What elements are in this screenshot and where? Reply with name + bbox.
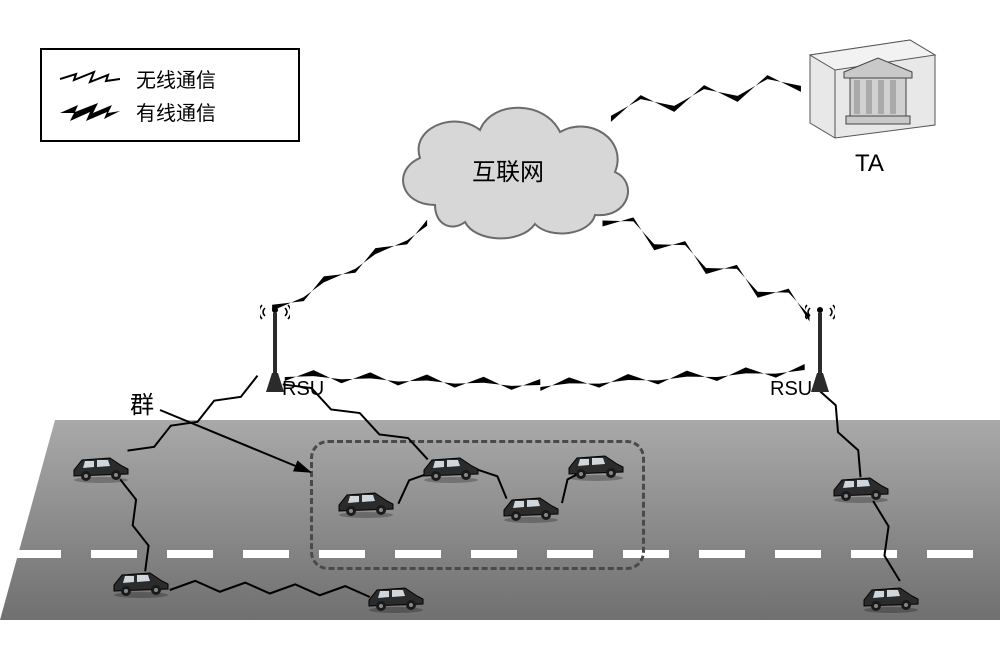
car <box>830 470 892 504</box>
car <box>335 485 397 519</box>
car <box>70 450 132 484</box>
car <box>365 580 427 614</box>
car <box>110 565 172 599</box>
car <box>420 450 482 484</box>
car <box>565 448 627 482</box>
car <box>860 580 922 614</box>
rsu-antenna <box>805 300 829 390</box>
wired-link <box>272 220 427 311</box>
wireless-link <box>120 479 148 571</box>
wired-link <box>285 364 805 391</box>
wireless-link <box>816 387 861 477</box>
wired-link <box>602 217 809 321</box>
wired-link <box>611 75 801 122</box>
rsu-label: RSU <box>770 378 812 401</box>
car <box>500 490 562 524</box>
rsu-label: RSU <box>282 378 324 401</box>
wireless-link <box>873 501 900 581</box>
wireless-link <box>128 376 258 451</box>
wireless-link <box>170 581 370 597</box>
rsu-antenna <box>260 300 284 390</box>
